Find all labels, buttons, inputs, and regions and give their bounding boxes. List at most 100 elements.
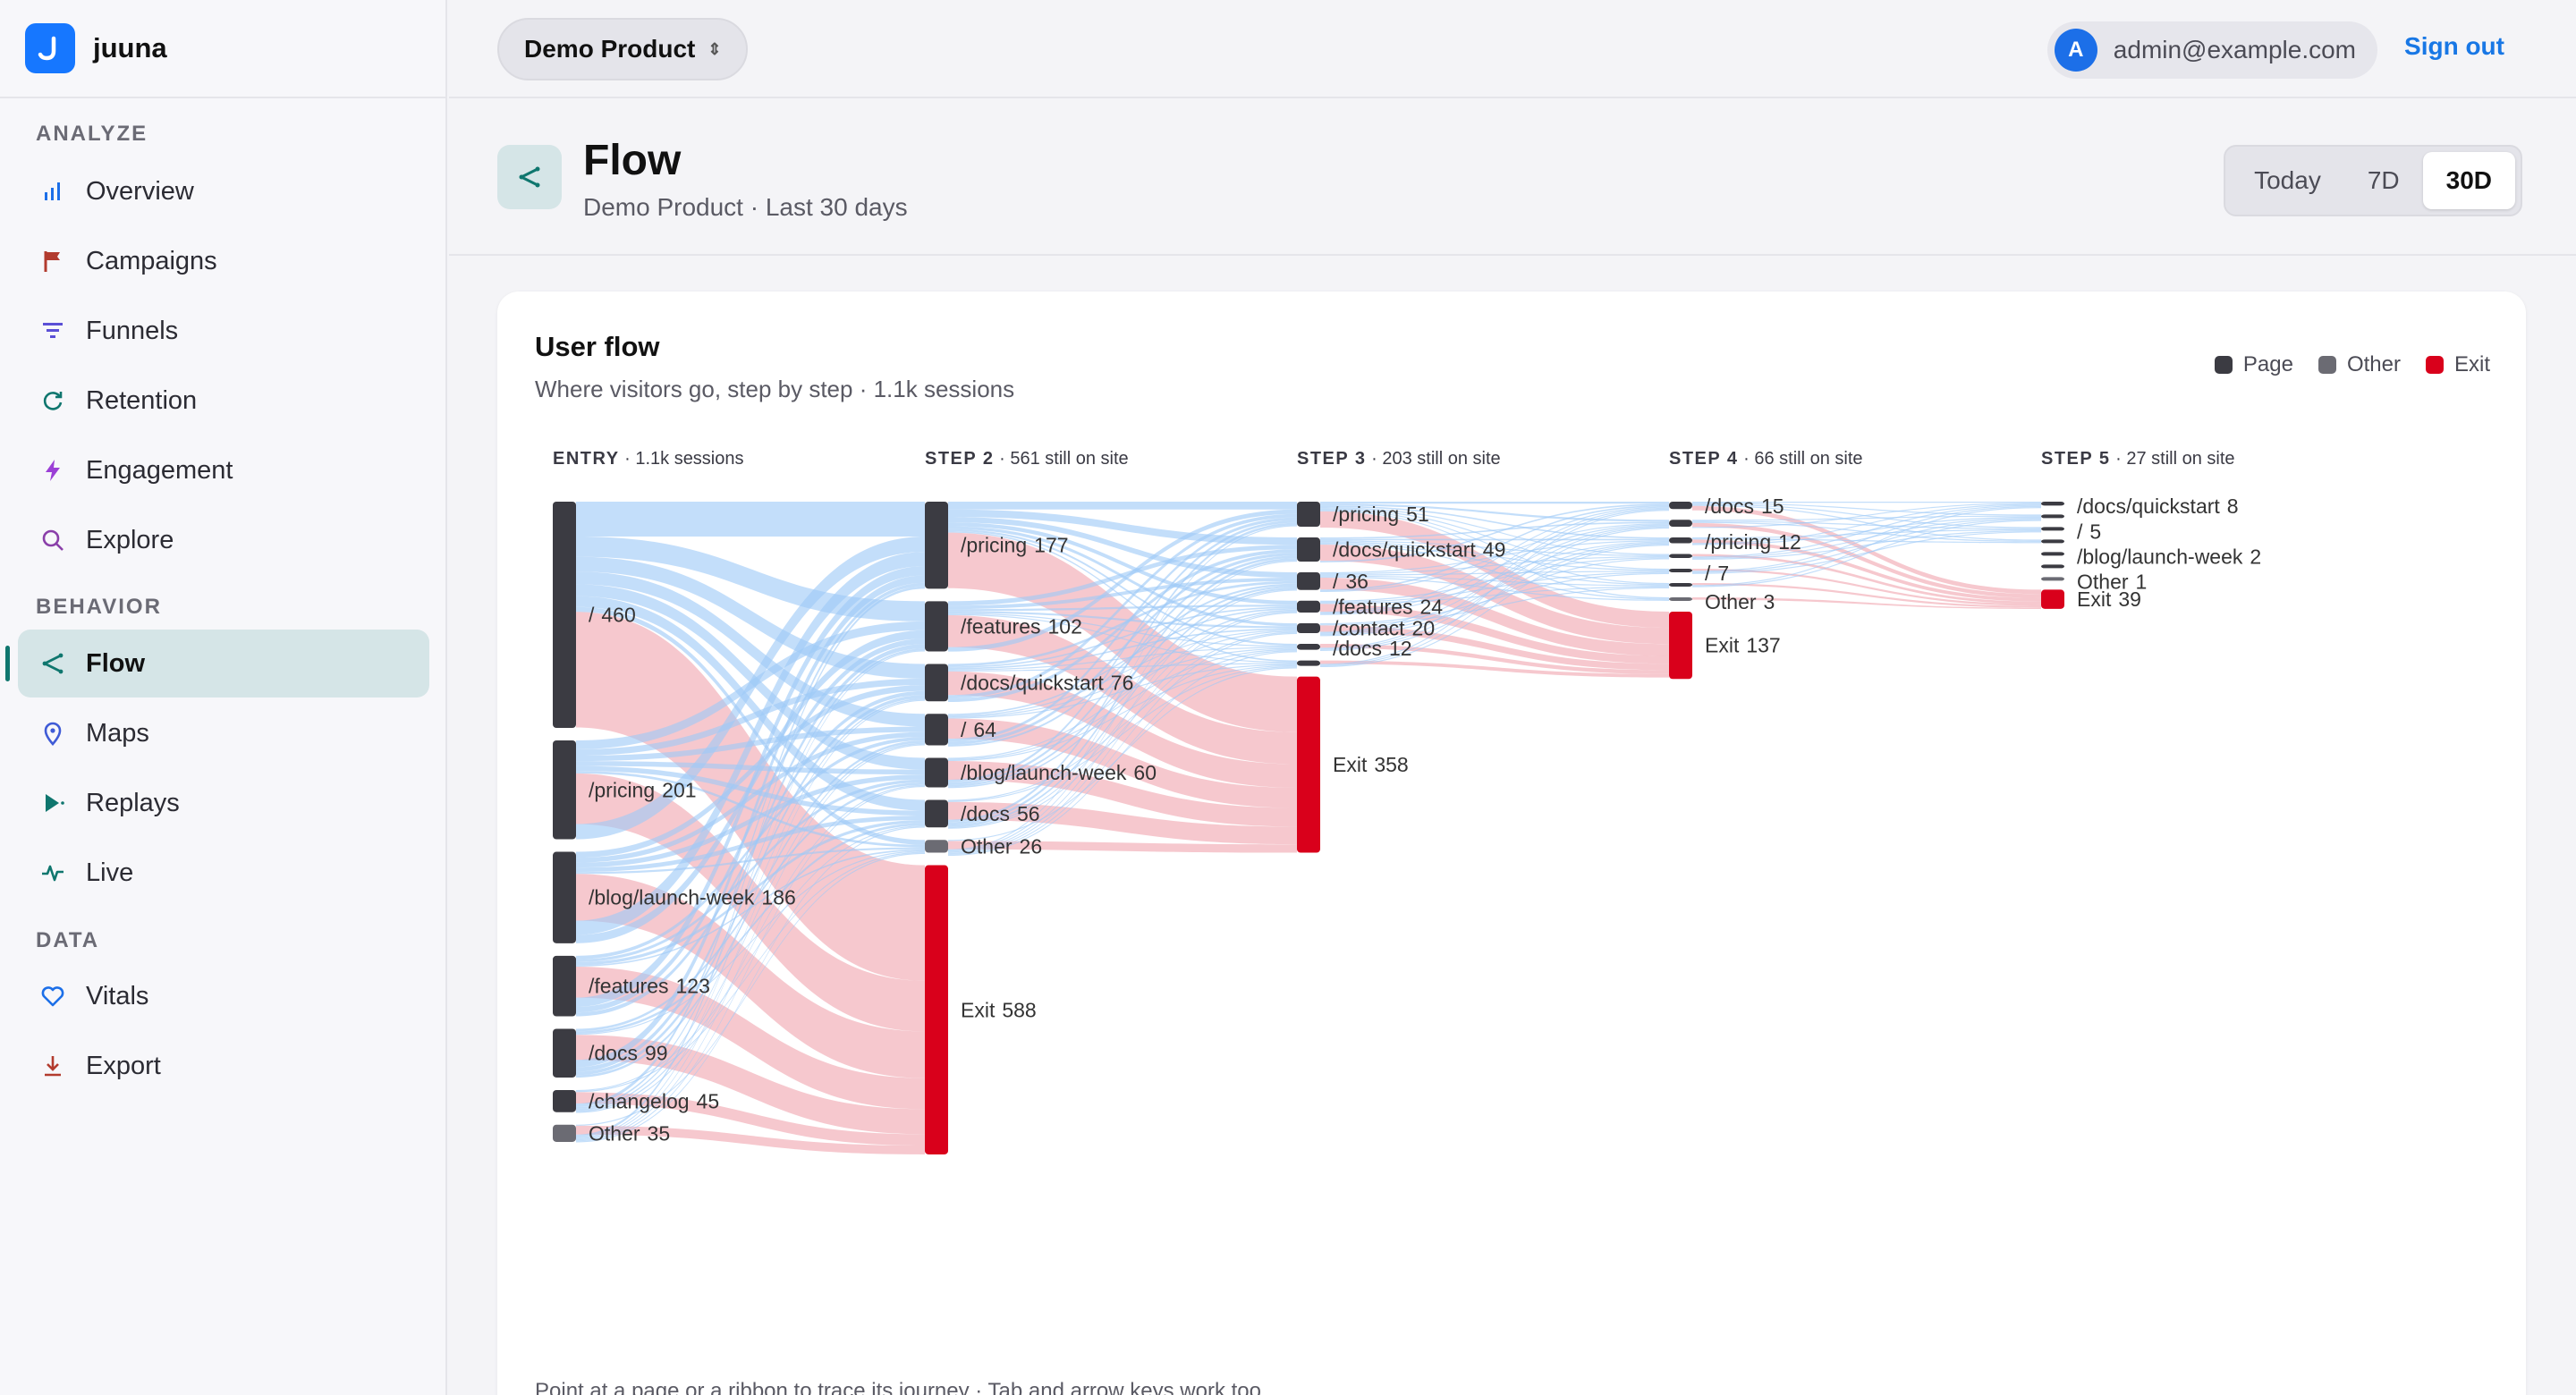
flow-ribbon[interactable] — [576, 737, 925, 960]
flow-ribbon[interactable] — [1692, 528, 2041, 539]
exit-flow-ribbon[interactable] — [1692, 539, 2041, 602]
flow-ribbon[interactable] — [1320, 586, 1669, 604]
page-node[interactable] — [925, 714, 948, 746]
sidebar-item-live[interactable]: Live — [18, 839, 429, 907]
flow-ribbon[interactable] — [576, 638, 925, 1013]
flow-ribbon[interactable] — [1320, 540, 1669, 574]
sign-out-link[interactable]: Sign out — [2404, 32, 2504, 60]
flow-ribbon[interactable] — [948, 545, 1297, 606]
flow-ribbon[interactable] — [1692, 503, 2041, 528]
flow-ribbon[interactable] — [576, 586, 925, 1137]
flow-ribbon[interactable] — [576, 699, 925, 1139]
flow-ribbon[interactable] — [1320, 526, 1669, 650]
page-node[interactable] — [553, 851, 576, 943]
flow-ribbon[interactable] — [1692, 531, 2041, 574]
page-node[interactable] — [553, 955, 576, 1017]
flow-ribbon[interactable] — [576, 782, 925, 1032]
flow-ribbon[interactable] — [576, 695, 925, 1076]
flow-ribbon[interactable] — [576, 761, 925, 775]
flow-ribbon[interactable] — [948, 560, 1297, 852]
flow-ribbon[interactable] — [1320, 555, 1669, 575]
exit-flow-ribbon[interactable] — [576, 1092, 925, 1146]
flow-ribbon[interactable] — [948, 578, 1297, 610]
flow-ribbon[interactable] — [576, 826, 925, 1143]
flow-ribbon[interactable] — [948, 648, 1297, 760]
flow-ribbon[interactable] — [1320, 510, 1669, 665]
sidebar-item-replays[interactable]: Replays — [18, 769, 429, 837]
flow-ribbon[interactable] — [948, 580, 1297, 667]
flow-ribbon[interactable] — [948, 651, 1297, 856]
page-node[interactable] — [1297, 660, 1320, 666]
page-node[interactable] — [1297, 623, 1320, 633]
flow-ribbon[interactable] — [1692, 519, 2041, 573]
flow-ribbon[interactable] — [1692, 505, 2041, 572]
flow-ribbon[interactable] — [576, 596, 925, 811]
flow-ribbon[interactable] — [576, 650, 925, 1138]
page-node[interactable] — [2041, 552, 2064, 556]
flow-ribbon[interactable] — [948, 585, 1297, 787]
exit-flow-ribbon[interactable] — [1320, 578, 1669, 656]
flow-ribbon[interactable] — [1692, 503, 2041, 516]
sidebar-item-vitals[interactable]: Vitals — [18, 962, 429, 1030]
flow-ribbon[interactable] — [1320, 503, 1669, 562]
sidebar-item-maps[interactable]: Maps — [18, 699, 429, 767]
flow-ribbon[interactable] — [1692, 515, 2041, 521]
page-node[interactable] — [1297, 600, 1320, 613]
flow-ribbon[interactable] — [1320, 541, 1669, 571]
flow-ribbon[interactable] — [1692, 520, 2041, 588]
flow-ribbon[interactable] — [1320, 503, 1669, 522]
flow-ribbon[interactable] — [948, 502, 1297, 510]
flow-ribbon[interactable] — [576, 825, 925, 1092]
user-menu[interactable]: A admin@example.com — [2046, 21, 2377, 79]
flow-ribbon[interactable] — [1692, 518, 2041, 559]
flow-ribbon[interactable] — [948, 513, 1297, 699]
flow-ribbon[interactable] — [948, 528, 1297, 647]
flow-ribbon[interactable] — [1320, 509, 1669, 585]
exit-node[interactable] — [2041, 589, 2064, 609]
flow-ribbon[interactable] — [948, 632, 1297, 855]
brand[interactable]: juuna — [0, 0, 445, 98]
page-node[interactable] — [1297, 644, 1320, 650]
flow-ribbon[interactable] — [1692, 502, 2041, 503]
flow-ribbon[interactable] — [948, 647, 1297, 671]
sidebar-item-explore[interactable]: Explore — [18, 506, 429, 574]
flow-ribbon[interactable] — [1320, 521, 1669, 539]
flow-ribbon[interactable] — [1320, 542, 1669, 636]
flow-ribbon[interactable] — [576, 685, 925, 858]
flow-ribbon[interactable] — [1320, 507, 1669, 633]
sidebar-item-retention[interactable]: Retention — [18, 367, 429, 435]
flow-ribbon[interactable] — [576, 502, 925, 537]
flow-ribbon[interactable] — [1320, 575, 1669, 587]
flow-ribbon[interactable] — [948, 522, 1297, 605]
flow-ribbon[interactable] — [948, 589, 1297, 853]
flow-ribbon[interactable] — [576, 784, 925, 1113]
flow-ribbon[interactable] — [576, 571, 925, 727]
flow-ribbon[interactable] — [1692, 520, 2041, 529]
page-node[interactable] — [925, 664, 948, 702]
exit-flow-ribbon[interactable] — [948, 671, 1297, 788]
flow-ribbon[interactable] — [1320, 541, 1669, 615]
flow-ribbon[interactable] — [1320, 545, 1669, 668]
page-node[interactable] — [2041, 564, 2064, 569]
page-node[interactable] — [1669, 537, 1692, 544]
page-node[interactable] — [1669, 582, 1692, 587]
flow-ribbon[interactable] — [1320, 571, 1669, 576]
flow-ribbon[interactable] — [576, 779, 925, 962]
flow-ribbon[interactable] — [948, 558, 1297, 825]
flow-ribbon[interactable] — [948, 606, 1297, 668]
exit-flow-ribbon[interactable] — [576, 966, 925, 1110]
flow-ribbon[interactable] — [1320, 523, 1669, 593]
flow-ribbon[interactable] — [1320, 505, 1669, 539]
flow-ribbon[interactable] — [948, 583, 1297, 747]
other-node[interactable] — [553, 1124, 576, 1142]
exit-flow-ribbon[interactable] — [1692, 568, 2041, 606]
flow-ribbon[interactable] — [576, 744, 925, 1141]
range-today-button[interactable]: Today — [2254, 166, 2321, 194]
page-node[interactable] — [1297, 502, 1320, 528]
flow-ribbon[interactable] — [576, 537, 925, 840]
flow-ribbon[interactable] — [576, 644, 925, 1072]
flow-ribbon[interactable] — [948, 553, 1297, 745]
flow-ribbon[interactable] — [576, 556, 925, 679]
exit-flow-ribbon[interactable] — [1320, 604, 1669, 664]
flow-ribbon[interactable] — [948, 549, 1297, 702]
